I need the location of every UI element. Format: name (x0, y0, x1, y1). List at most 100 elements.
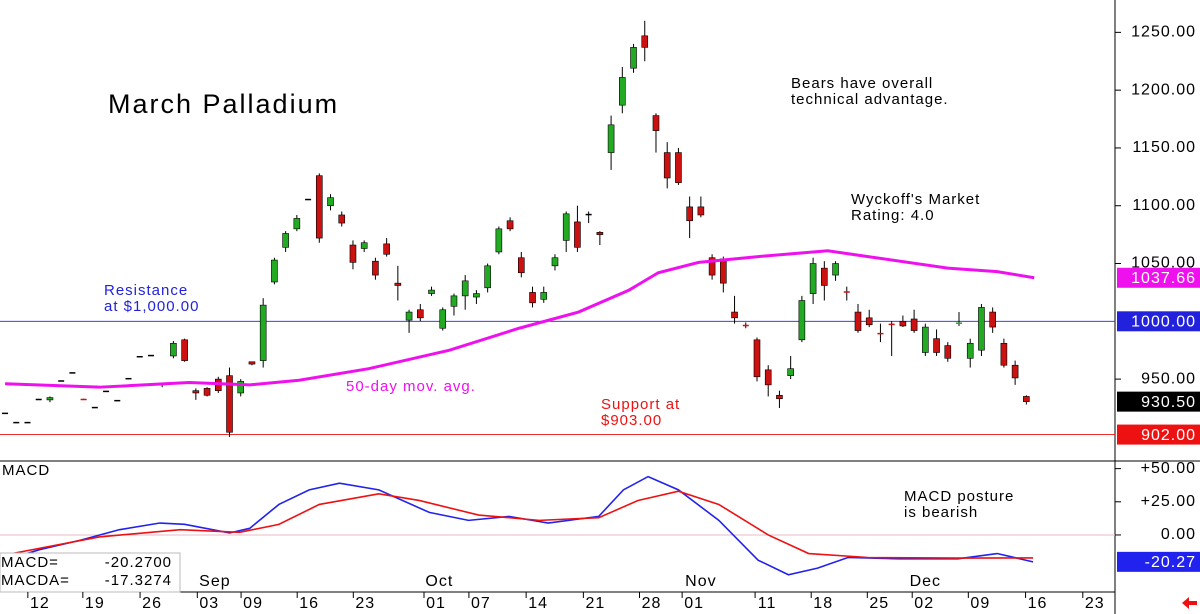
candle-body (46, 397, 54, 401)
candle-body (1000, 342, 1008, 366)
candle-body (821, 267, 828, 286)
candle-body (585, 213, 592, 216)
candle-body (69, 372, 76, 374)
last-label-box (1117, 391, 1200, 412)
month-label: Sep (199, 573, 230, 590)
candle-body (181, 339, 188, 361)
candle-body (248, 361, 256, 365)
x-tick-label: 16 (299, 595, 319, 612)
candle-body (24, 421, 31, 424)
candle-body (450, 295, 458, 307)
candle-body (518, 257, 525, 274)
candle-body (933, 338, 940, 353)
annotation: Support at (601, 396, 680, 413)
legend-name: MACDA= (1, 572, 70, 589)
x-tick-label: 09 (243, 595, 263, 612)
candle-body (888, 323, 895, 326)
candle-body (35, 398, 42, 401)
candle-body (80, 398, 87, 401)
candle-body (114, 399, 121, 402)
x-tick-label: 14 (528, 595, 548, 612)
candle-body (259, 304, 267, 361)
candle-body (540, 292, 548, 300)
legend-value: -20.2700 (105, 554, 172, 571)
candle-body (271, 259, 278, 283)
candle-body (742, 324, 749, 327)
candle-body (237, 381, 245, 394)
annotation: Bears have overall (791, 75, 933, 92)
x-tick-label: 23 (1085, 595, 1105, 612)
candle-body (776, 394, 783, 400)
annotation: 50-day mov. avg. (346, 378, 476, 395)
macd-label-box (1117, 551, 1200, 572)
month-label: Oct (425, 573, 453, 590)
candle-body (574, 221, 581, 248)
ma-label: 1037.66 (1131, 270, 1196, 287)
candle-body (630, 47, 637, 69)
candle-body (686, 206, 693, 222)
annotation: Resistance (104, 282, 188, 299)
candle-body (562, 213, 570, 241)
x-tick-label: 02 (914, 595, 934, 612)
candle-body (787, 368, 794, 376)
candle-body (641, 35, 649, 48)
y-tick-label: 1150.00 (1132, 139, 1196, 156)
candle-body (405, 311, 413, 321)
legend-value: -17.3274 (105, 572, 172, 589)
candle-body (865, 317, 873, 326)
candle-body (305, 198, 312, 201)
candle-body (1023, 396, 1030, 402)
candle-body (315, 175, 323, 239)
month-label: Nov (685, 573, 716, 590)
candle-body (910, 318, 918, 331)
y-tick-label: 1200.00 (1131, 81, 1196, 98)
candle-body (675, 152, 682, 183)
candle-body (619, 77, 626, 106)
candle-body (58, 380, 65, 382)
candle-body (103, 390, 110, 393)
candle-body (338, 214, 346, 224)
candle-body (226, 375, 233, 433)
x-tick-label: 01 (684, 595, 704, 612)
candle-body (293, 218, 301, 230)
candle-body (989, 311, 996, 328)
level-label-box (1117, 311, 1200, 332)
y2-tick-label: 0.00 (1161, 526, 1196, 543)
candle-body (854, 311, 862, 331)
candle-body (147, 354, 154, 357)
candle-body (944, 345, 952, 359)
x-tick-label: 07 (471, 595, 491, 612)
candle-body (506, 220, 514, 230)
candle-body (428, 289, 435, 294)
macd-legend-box (0, 552, 181, 593)
candle-body (439, 309, 447, 329)
candle-body (170, 342, 177, 357)
annotation: Rating: 4.0 (851, 207, 935, 224)
annotation: technical advantage. (791, 91, 949, 108)
candle-body (2, 412, 9, 415)
scroll-arrow[interactable] (1182, 597, 1197, 609)
candle-body (136, 355, 143, 358)
month-label: Dec (910, 573, 941, 590)
candle-body (764, 369, 772, 386)
candle-body (125, 377, 132, 380)
chart-title: March Palladium (108, 89, 339, 119)
last-label: 930.50 (1141, 394, 1196, 411)
candle-body (607, 124, 615, 153)
x-tick-label: 19 (85, 595, 105, 612)
candle-body (473, 293, 480, 298)
macd-title: MACD (2, 462, 50, 479)
candle-body (809, 263, 817, 294)
candle-body (798, 300, 806, 341)
candle-body (978, 307, 985, 351)
level-label: 1000.00 (1131, 314, 1196, 331)
y-tick-label: 1100.00 (1132, 197, 1196, 214)
annotation: Wyckoff's Market (851, 191, 980, 208)
candle-body (753, 339, 761, 378)
y-tick-label: 1050.00 (1131, 255, 1196, 272)
macd-last-label: -20.27 (1145, 554, 1196, 571)
candle-body (192, 390, 200, 394)
x-tick-label: 23 (355, 595, 375, 612)
